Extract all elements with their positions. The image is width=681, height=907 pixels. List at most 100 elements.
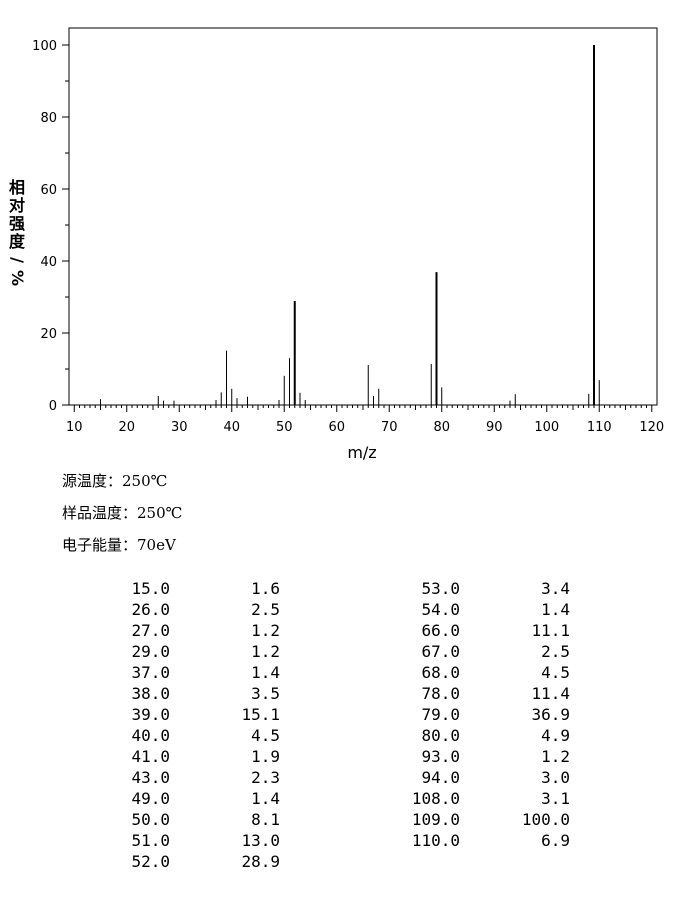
intensity-value: 1.2 [541,747,570,766]
x-tick-label: 100 [534,420,559,435]
table-row: 79.0 36.9 [390,704,580,725]
intensity-value: 1.2 [251,621,280,640]
x-tick-label: 40 [223,420,240,435]
table-row: 41.0 1.9 [100,746,290,767]
y-axis-label-char: 相 [9,178,25,197]
table-row: 27.0 1.2 [100,620,290,641]
table-row: 38.0 3.5 [100,683,290,704]
intensity-value: 13.0 [241,831,280,850]
intensity-value: 2.5 [541,642,570,661]
table-row: 53.0 3.4 [390,578,580,599]
table-row: 94.0 3.0 [390,767,580,788]
table-row: 93.0 1.2 [390,746,580,767]
intensity-value: 28.9 [241,852,280,871]
mz-value: 54.0 [421,600,460,619]
x-tick-label: 10 [66,420,83,435]
table-row: 52.0 28.9 [100,851,290,872]
intensity-value: 1.9 [251,747,280,766]
intensity-value: 1.4 [251,663,280,682]
mz-value: 67.0 [421,642,460,661]
y-tick-label: 80 [40,111,57,126]
mz-value: 52.0 [131,852,170,871]
table-row: 78.0 11.4 [390,683,580,704]
y-tick-label: 40 [40,255,57,270]
peak-table-left: 15.0 1.6 26.0 2.5 27.0 1.2 29.0 1.2 37.0 1.4 38.0 3… [100,578,290,878]
intensity-value: 1.6 [251,579,280,598]
mz-value: 80.0 [421,726,460,745]
y-axis-label-char: 对 [9,196,25,215]
table-row: 39.0 15.1 [100,704,290,725]
mz-value: 37.0 [131,663,170,682]
electron-energy: 电子能量：70eV [62,536,176,554]
y-tick-label: 100 [32,39,57,54]
peak-table-right: 53.0 3.4 54.0 1.4 66.0 11.1 67.0 2.5 68.0 4.5 78.0… [390,578,580,878]
x-axis-label: m/z [347,443,376,462]
intensity-value: 3.4 [541,579,570,598]
mz-value: 49.0 [131,789,170,808]
x-tick-label: 70 [381,420,398,435]
intensity-value: 1.2 [251,642,280,661]
intensity-value: 4.9 [541,726,570,745]
x-tick-label: 50 [276,420,293,435]
intensity-value: 6.9 [541,831,570,850]
mz-value: 53.0 [421,579,460,598]
mz-value: 29.0 [131,642,170,661]
mz-value: 79.0 [421,705,460,724]
source-temperature: 源温度：250℃ [62,472,168,490]
table-row: 80.0 4.9 [390,725,580,746]
mz-value: 51.0 [131,831,170,850]
mz-value: 68.0 [421,663,460,682]
mz-value: 15.0 [131,579,170,598]
y-axis-label-char: 度 [9,232,26,251]
intensity-value: 15.1 [241,705,280,724]
x-tick-label: 110 [587,420,612,435]
intensity-value: 36.9 [531,705,570,724]
mz-value: 66.0 [421,621,460,640]
intensity-value: 1.4 [541,600,570,619]
intensity-value: 3.0 [541,768,570,787]
x-tick-label: 20 [118,420,135,435]
mz-value: 27.0 [131,621,170,640]
table-row: 37.0 1.4 [100,662,290,683]
y-tick-label: 20 [40,327,57,342]
intensity-value: 2.3 [251,768,280,787]
mz-value: 109.0 [411,810,460,829]
intensity-value: 3.1 [541,789,570,808]
table-row: 40.0 4.5 [100,725,290,746]
mz-value: 93.0 [421,747,460,766]
x-tick-label: 80 [433,420,450,435]
intensity-value: 3.5 [251,684,280,703]
mz-value: 110.0 [411,831,460,850]
intensity-value: 4.5 [251,726,280,745]
sample-temperature: 样品温度：250℃ [62,504,183,522]
intensity-value: 100.0 [521,810,570,829]
mz-value: 40.0 [131,726,170,745]
mz-value: 94.0 [421,768,460,787]
table-row: 43.0 2.3 [100,767,290,788]
table-row: 68.0 4.5 [390,662,580,683]
table-row: 15.0 1.6 [100,578,290,599]
table-row: 67.0 2.5 [390,641,580,662]
table-row: 66.0 11.1 [390,620,580,641]
intensity-value: 2.5 [251,600,280,619]
table-row: 49.0 1.4 [100,788,290,809]
table-row: 29.0 1.2 [100,641,290,662]
x-tick-label: 30 [171,420,188,435]
intensity-value: 1.4 [251,789,280,808]
intensity-value: 4.5 [541,663,570,682]
intensity-value: 11.4 [531,684,570,703]
y-axis-label-char: 强 [9,214,25,233]
mz-value: 41.0 [131,747,170,766]
table-row: 110.0 6.9 [390,830,580,851]
y-axis-label-char: / [8,257,27,263]
mz-value: 39.0 [131,705,170,724]
mz-value: 108.0 [411,789,460,808]
plot-frame [68,27,658,406]
table-row: 50.0 8.1 [100,809,290,830]
table-row: 109.0 100.0 [390,809,580,830]
y-tick-label: 60 [40,183,57,198]
intensity-value: 8.1 [251,810,280,829]
x-tick-label: 120 [639,420,664,435]
intensity-value: 11.1 [531,621,570,640]
y-axis-label-char: % [8,270,27,286]
